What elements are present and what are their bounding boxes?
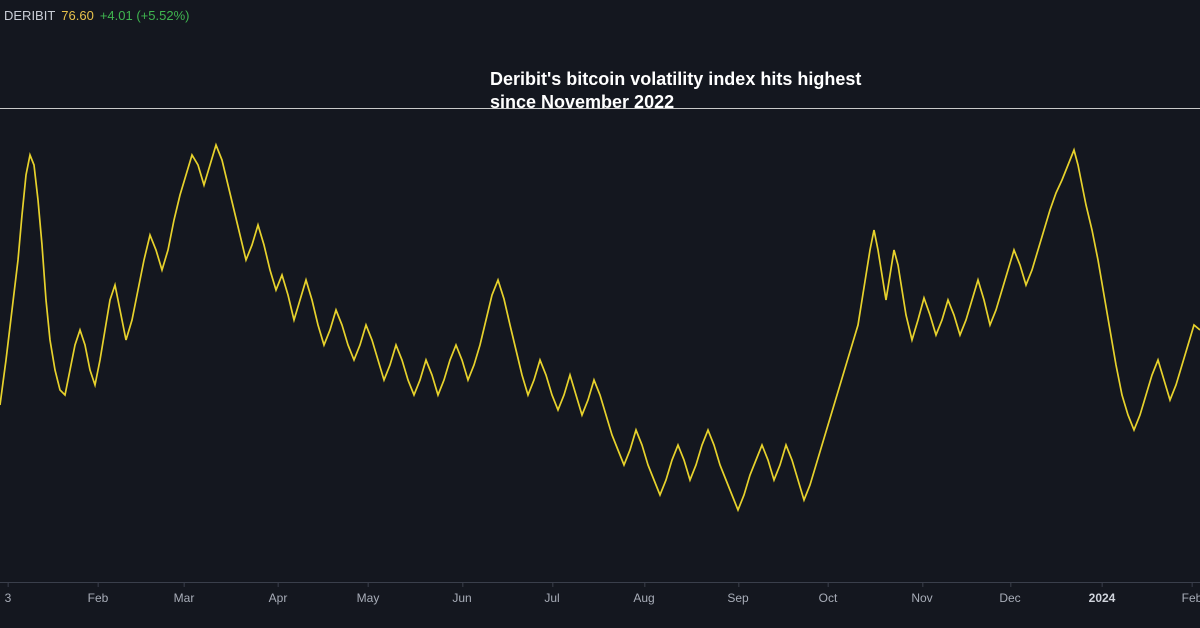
x-axis-tick: 2024 — [1089, 583, 1116, 605]
x-axis-label: May — [357, 591, 380, 605]
x-axis-label: Sep — [727, 591, 748, 605]
x-axis-tick: Oct — [819, 583, 838, 605]
x-axis-tick: Dec — [999, 583, 1020, 605]
x-axis-label: Jul — [544, 591, 559, 605]
x-axis-label: Aug — [633, 591, 654, 605]
x-axis-tick: Aug — [633, 583, 654, 605]
x-axis-label: 3 — [5, 591, 12, 605]
x-axis-tick: 3 — [5, 583, 12, 605]
x-axis-tick: Mar — [174, 583, 195, 605]
x-axis-label: Mar — [174, 591, 195, 605]
x-axis-label: Nov — [911, 591, 932, 605]
x-axis-label: Dec — [999, 591, 1020, 605]
x-axis-tick: May — [357, 583, 380, 605]
x-axis-label: 2024 — [1089, 591, 1116, 605]
line-chart — [0, 0, 1200, 580]
x-axis-tick: Nov — [911, 583, 932, 605]
x-axis-tick: Feb — [88, 583, 109, 605]
x-axis-tick: Apr — [269, 583, 288, 605]
x-axis-tick: Jul — [544, 583, 559, 605]
x-axis-label: Apr — [269, 591, 288, 605]
x-axis-tick: Feb — [1182, 583, 1200, 605]
x-axis-label: Feb — [88, 591, 109, 605]
x-axis-tick: Jun — [452, 583, 471, 605]
x-axis-label: Jun — [452, 591, 471, 605]
volatility-series — [0, 145, 1200, 510]
x-axis: 3 Feb Mar Apr May Jun Jul Aug Sep Oct Nov Dec 2024 Fe… — [0, 582, 1200, 628]
x-axis-label: Feb — [1182, 591, 1200, 605]
x-axis-tick: Sep — [727, 583, 748, 605]
x-axis-label: Oct — [819, 591, 838, 605]
